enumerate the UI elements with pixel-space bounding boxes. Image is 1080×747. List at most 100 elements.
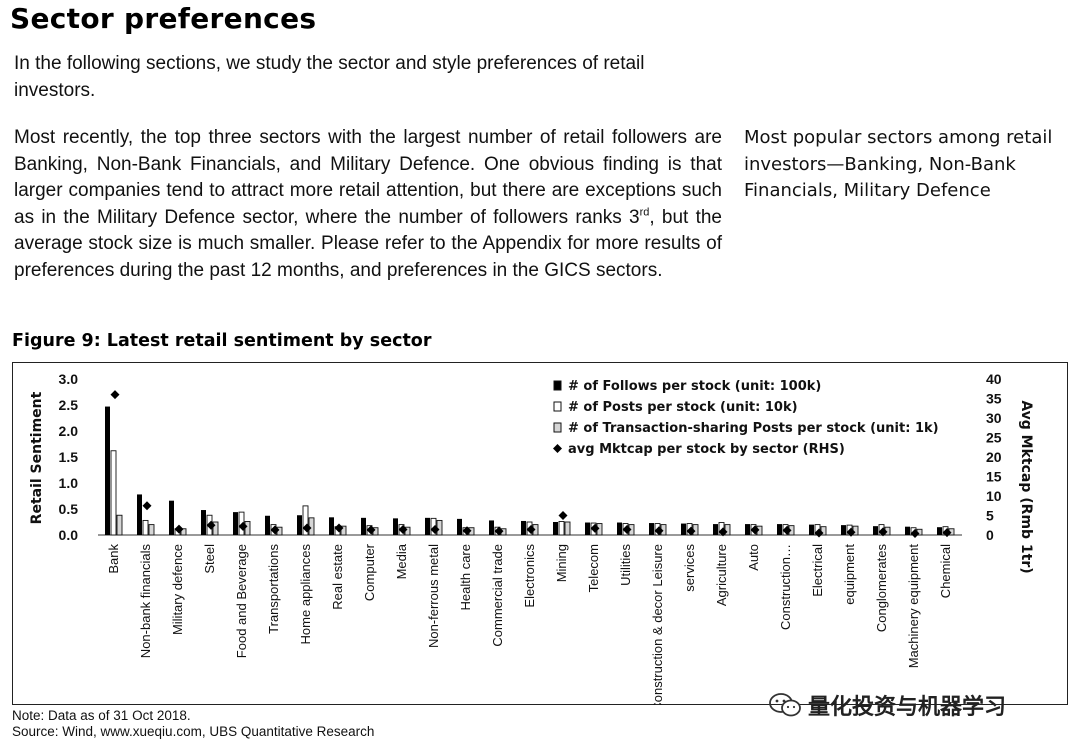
- figure-title: Figure 9: Latest retail sentiment by sec…: [12, 331, 432, 351]
- y2-tick-label: 0: [986, 527, 994, 543]
- follows-bar: [649, 523, 654, 535]
- category-label: Health care: [458, 544, 473, 610]
- posts-bar: [110, 450, 117, 536]
- mktcap-marker: [686, 526, 696, 536]
- y2-tick-label: 15: [986, 469, 1002, 485]
- y2-tick-label: 20: [986, 449, 1002, 465]
- y-tick-label: 0.0: [59, 527, 79, 543]
- category-label: Military defence: [170, 544, 185, 635]
- category-label: Electrical: [810, 544, 825, 597]
- transactions-bar: [244, 521, 251, 536]
- legend-label: # of Follows per stock (unit: 100k): [568, 379, 821, 394]
- category-label: Chemical: [938, 544, 953, 598]
- transactions-bar: [564, 521, 571, 536]
- follows-bar: [777, 524, 782, 535]
- y-tick-label: 1.5: [59, 449, 79, 465]
- posts-bar: [558, 521, 565, 536]
- category-label: Bank: [106, 544, 121, 574]
- legend-label: avg Mktcap per stock by sector (RHS): [568, 442, 845, 457]
- figure-source: Source: Wind, www.xueqiu.com, UBS Quanti…: [12, 724, 375, 739]
- sentiment-chart-svg: 0.0 0.5 1.0 1.5 2.0 2.5 3.0 0 5 10 15 20 25 30 35 40 Ret…: [12, 362, 1068, 705]
- category-label: Non-bank financials: [138, 544, 153, 659]
- category-label: Agriculture: [714, 544, 729, 606]
- y-tick-label: 3.0: [59, 371, 79, 387]
- follows-bar: [393, 518, 398, 535]
- follows-bar: [137, 494, 142, 535]
- follows-bar: [841, 525, 846, 535]
- mktcap-marker: [366, 525, 376, 535]
- mktcap-marker: [238, 521, 248, 531]
- category-label: Utilities: [618, 544, 633, 586]
- follows-bar: [745, 524, 750, 535]
- watermark: 量化投资与机器学习: [768, 690, 1006, 720]
- sentiment-chart: 0.0 0.5 1.0 1.5 2.0 2.5 3.0 0 5 10 15 20 25 30 35 40 Ret…: [12, 362, 1068, 705]
- follows-bar: [681, 523, 686, 535]
- follows-bar: [105, 406, 110, 535]
- chart-frame: [12, 362, 1068, 705]
- intro-paragraph: In the following sections, we study the …: [14, 53, 645, 101]
- follows-bar: [457, 518, 462, 535]
- mktcap-marker: [846, 527, 856, 537]
- y2-tick-label: 25: [986, 430, 1002, 446]
- mktcap-marker: [462, 526, 472, 536]
- chat-bubbles-icon: [769, 693, 801, 717]
- transactions-bar: [340, 525, 347, 536]
- mktcap-marker: [334, 523, 344, 533]
- mktcap-marker: [654, 526, 664, 536]
- mktcap-marker: [398, 525, 408, 535]
- body-text-end: , but the average stock size is much sma…: [14, 206, 722, 281]
- follows-bar: [329, 517, 334, 535]
- mktcap-marker: [110, 390, 120, 400]
- follows-bar: [937, 527, 942, 535]
- category-label: Conglomerates: [874, 544, 889, 633]
- mktcap-marker: [142, 501, 152, 511]
- mktcap-marker: [270, 525, 280, 535]
- transactions-bar: [116, 514, 123, 536]
- category-label: Telecom: [586, 544, 601, 592]
- legend-swatch: [553, 422, 562, 433]
- category-label: Transportations: [266, 544, 281, 634]
- legend-label: # of Posts per stock (unit: 10k): [568, 400, 798, 415]
- y2-tick-label: 40: [986, 371, 1002, 387]
- section-heading: Sector preferences: [10, 2, 317, 35]
- follows-bar: [201, 510, 206, 535]
- category-label: Computer: [362, 543, 377, 601]
- y-tick-label: 1.0: [59, 475, 79, 491]
- y2-tick-label: 10: [986, 488, 1002, 504]
- category-label: Mining: [554, 544, 569, 582]
- y-tick-label: 2.5: [59, 397, 79, 413]
- watermark-text: 量化投资与机器学习: [808, 695, 1007, 720]
- follows-bar: [425, 517, 430, 535]
- category-label: Media: [394, 543, 409, 579]
- legend-swatch: [553, 444, 562, 453]
- transactions-bar: [180, 528, 187, 536]
- category-label: Non-ferrous metal: [426, 544, 441, 648]
- category-label: Machinery equipment: [906, 544, 921, 669]
- body-paragraph: Most recently, the top three sectors wit…: [14, 125, 722, 284]
- legend-label: # of Transaction-sharing Posts per stock…: [568, 421, 939, 436]
- mktcap-marker: [494, 526, 504, 536]
- category-label: Real estate: [330, 544, 345, 610]
- ordinal-suffix: rd: [639, 206, 650, 219]
- follows-bar: [553, 522, 558, 535]
- mktcap-marker: [718, 527, 728, 537]
- y2-tick-label: 35: [986, 391, 1002, 407]
- category-label: Food and Beverage: [234, 544, 249, 658]
- transactions-bar: [436, 519, 443, 536]
- y2-axis-title: Avg Mktcap (Rmb 1tr): [1018, 400, 1034, 573]
- mktcap-marker: [622, 525, 632, 535]
- mktcap-marker: [750, 525, 760, 535]
- y-axis-title: Retail Sentiment: [29, 391, 45, 524]
- mktcap-marker: [430, 525, 440, 535]
- category-label: Construction…: [778, 544, 793, 630]
- mktcap-marker: [910, 528, 920, 538]
- category-label: Construction & decor Leisure: [650, 544, 665, 705]
- category-label: Electronics: [522, 544, 537, 608]
- category-label: Commercial trade: [490, 544, 505, 647]
- follows-bar: [585, 522, 590, 535]
- sidebar-callout: Most popular sectors among retail invest…: [744, 127, 1053, 201]
- follows-bar: [521, 520, 526, 535]
- mktcap-marker: [206, 520, 216, 530]
- mktcap-marker: [174, 524, 184, 534]
- transactions-bar: [212, 521, 219, 536]
